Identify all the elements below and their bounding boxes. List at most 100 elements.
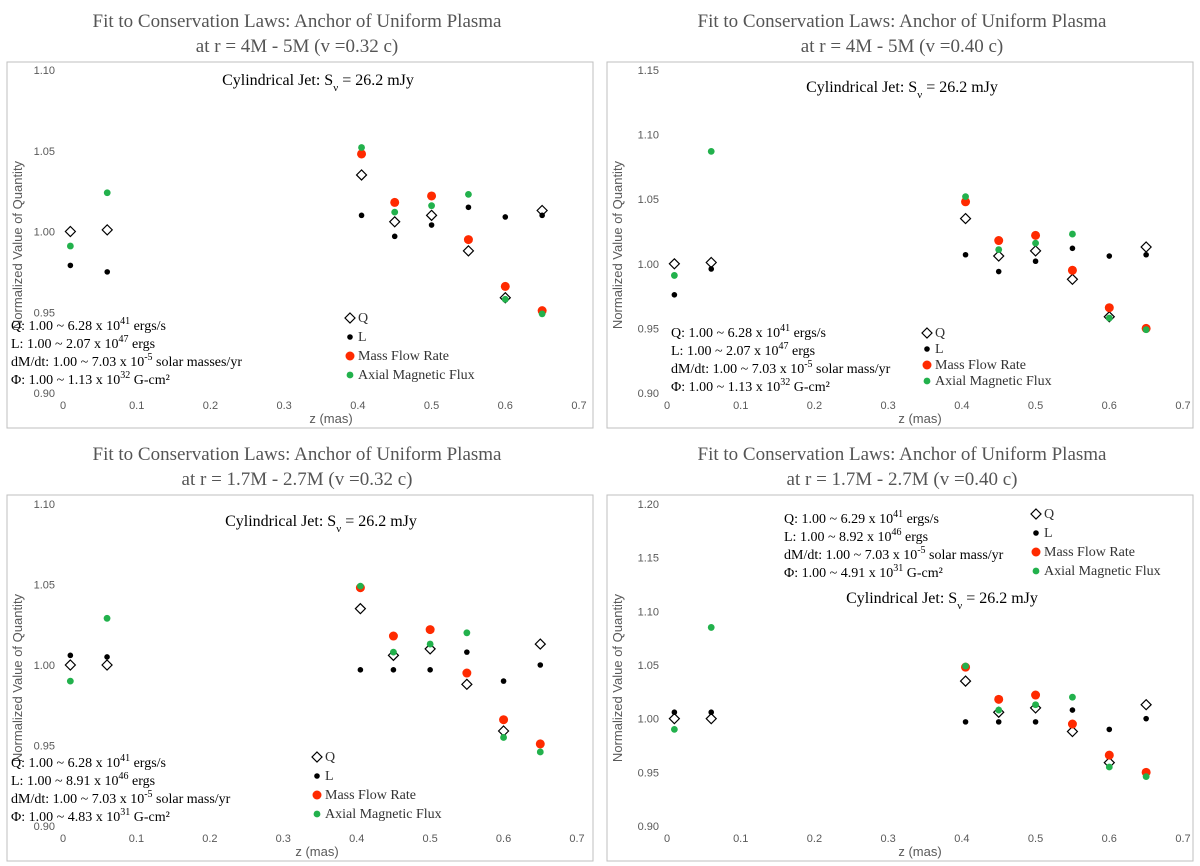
x-tick-label: 0.1 — [733, 833, 748, 845]
data-point-axial-magnetic-flux — [1105, 314, 1113, 322]
data-point-mass-flow-rate — [1031, 230, 1041, 240]
data-point-l — [708, 709, 715, 716]
data-point-q — [705, 256, 718, 269]
data-point-mass-flow-rate — [427, 191, 437, 201]
chart-area-frame — [606, 61, 1194, 429]
x-tick-label: 0 — [664, 833, 670, 845]
chart-svg-top-right: Fit to Conservation Laws: Anchor of Unif… — [606, 11, 1194, 429]
legend-label: Q — [325, 750, 335, 765]
y-tick-label: 0.95 — [34, 741, 55, 753]
data-point-mass-flow-rate — [1067, 265, 1077, 275]
data-point-mass-flow-rate — [388, 631, 398, 641]
legend-label: L — [1044, 526, 1053, 541]
legend-label: Axial Magnetic Flux — [1044, 564, 1161, 579]
data-point-q — [388, 215, 401, 228]
y-axis-label: Normalized Value of Quantity — [10, 160, 25, 329]
legend-marker — [1031, 547, 1041, 557]
parameter-annotation: Φ: 1.00 ~ 4.83 x 1031 G-cm² — [11, 807, 170, 825]
data-point-q — [354, 602, 367, 615]
data-point-axial-magnetic-flux — [707, 624, 715, 631]
data-point-axial-magnetic-flux — [66, 677, 74, 685]
y-tick-label: 1.05 — [34, 146, 55, 158]
x-tick-label: 0.4 — [350, 400, 365, 412]
tick-labels: 0 0.1 0.2 0.3 0.4 0.5 0.6 0.7 0.90 0.95 1.00 1.05 1.… — [638, 65, 1191, 412]
data-point-l — [67, 262, 74, 269]
chart-area-frame — [606, 494, 1194, 862]
data-point-q — [1066, 725, 1079, 738]
data-point-axial-magnetic-flux — [962, 193, 969, 201]
legend-label: Mass Flow Rate — [325, 788, 416, 803]
x-tick-label: 0.5 — [424, 400, 439, 412]
x-tick-label: 0.6 — [1102, 833, 1117, 845]
x-tick-label: 0.3 — [880, 400, 895, 412]
data-point-axial-magnetic-flux — [1069, 693, 1076, 701]
legend-marker — [922, 360, 932, 370]
parameter-annotations: Q: 1.00 ~ 6.28 x 1041 ergs/sL: 1.00 ~ 2.… — [11, 316, 242, 388]
data-point-l — [465, 204, 472, 211]
x-tick-label: 0.2 — [807, 833, 822, 845]
data-point-mass-flow-rate — [961, 197, 971, 207]
y-tick-label: 1.10 — [638, 606, 659, 618]
y-tick-label: 1.20 — [638, 499, 659, 511]
data-points — [668, 624, 1152, 781]
x-tick-label: 0.2 — [203, 400, 218, 412]
legend-marker — [313, 810, 321, 818]
data-point-axial-magnetic-flux — [103, 614, 111, 622]
x-tick-label: 0.2 — [807, 400, 822, 412]
chart-panel-bottom-left: Fit to Conservation Laws: Anchor of Unif… — [0, 433, 600, 866]
data-point-q — [64, 225, 77, 238]
data-point-l — [104, 269, 111, 275]
legend-marker — [345, 351, 355, 361]
data-point-axial-magnetic-flux — [1032, 239, 1039, 247]
parameter-annotations: Q: 1.00 ~ 6.28 x 1041 ergs/sL: 1.00 ~ 8.… — [11, 753, 231, 825]
jet-annotation: Cylindrical Jet: Sν = 26.2 mJy — [225, 513, 417, 535]
data-point-q — [1029, 245, 1042, 257]
data-point-l — [1106, 726, 1113, 733]
y-tick-label: 1.05 — [34, 580, 55, 592]
data-point-mass-flow-rate — [1104, 750, 1114, 760]
y-tick-label: 1.00 — [34, 660, 55, 672]
x-axis-label: z (mas) — [898, 844, 941, 859]
data-point-axial-magnetic-flux — [707, 147, 715, 155]
x-tick-label: 0.7 — [1175, 400, 1190, 412]
legend-marker — [1030, 508, 1042, 520]
chart-subtitle: at r = 4M - 5M (v =0.32 c) — [196, 36, 398, 57]
data-point-q — [64, 659, 77, 671]
legend-label: Mass Flow Rate — [1044, 545, 1135, 560]
x-tick-label: 0.4 — [954, 833, 969, 845]
x-tick-label: 0.3 — [276, 833, 291, 845]
y-tick-label: 1.05 — [638, 194, 659, 206]
parameter-annotation: dM/dt: 1.00 ~ 7.03 x 10-5 solar mass/yr — [784, 545, 1004, 563]
chart-panel-top-left: Fit to Conservation Laws: Anchor of Unif… — [0, 0, 600, 433]
data-point-q — [959, 675, 972, 687]
data-point-q — [462, 245, 475, 257]
x-tick-label: 0.6 — [1102, 400, 1117, 412]
data-point-l — [357, 667, 364, 673]
data-point-q — [668, 712, 681, 725]
data-point-mass-flow-rate — [500, 281, 510, 291]
data-points — [668, 147, 1152, 334]
data-point-mass-flow-rate — [1104, 303, 1114, 313]
data-point-axial-magnetic-flux — [463, 629, 471, 637]
data-point-q — [705, 712, 718, 725]
legend-marker — [924, 346, 930, 352]
x-tick-label: 0 — [60, 400, 66, 412]
data-point-l — [671, 292, 678, 298]
x-tick-label: 0.1 — [129, 400, 144, 412]
data-point-q — [355, 169, 368, 181]
data-point-l — [1069, 245, 1076, 252]
data-point-mass-flow-rate — [357, 149, 367, 159]
legend-label: Mass Flow Rate — [358, 349, 449, 364]
chart-subtitle: at r = 1.7M - 2.7M (v =0.32 c) — [182, 469, 413, 490]
y-tick-label: 1.00 — [34, 227, 55, 239]
data-point-axial-magnetic-flux — [995, 706, 1003, 714]
x-tick-label: 0.7 — [569, 833, 584, 845]
parameter-annotation: Q: 1.00 ~ 6.28 x 1041 ergs/s — [11, 753, 166, 771]
jet-annotation: Cylindrical Jet: Sν = 26.2 mJy — [846, 590, 1038, 612]
data-point-l — [390, 667, 397, 673]
parameter-annotation: L: 1.00 ~ 2.07 x 1047 ergs — [671, 341, 815, 359]
y-axis-label: Normalized Value of Quantity — [10, 593, 25, 762]
data-point-l — [1143, 715, 1149, 722]
data-point-axial-magnetic-flux — [1142, 773, 1150, 781]
legend-label: Mass Flow Rate — [935, 358, 1026, 373]
